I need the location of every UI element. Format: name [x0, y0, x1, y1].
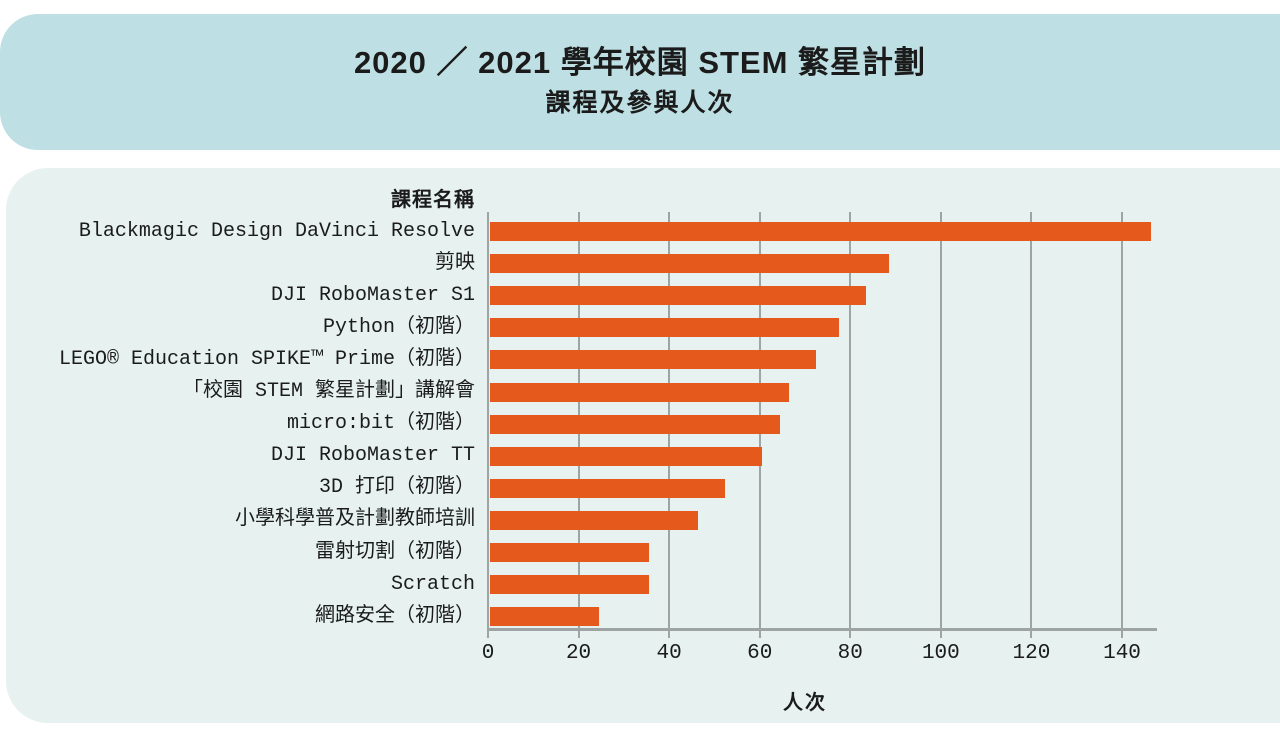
x-tick-label: 80 [837, 642, 863, 665]
category-label: 「校園 STEM 繁星計劃」講解會 [182, 380, 475, 403]
x-axis-line [488, 628, 1157, 631]
category-label: Blackmagic Design DaVinci Resolve [78, 219, 475, 243]
category-label: 3D 打印（初階） [318, 476, 475, 500]
x-tick-label: 100 [921, 642, 960, 665]
chart-title: 2020 ／ 2021 學年校園 STEM 繁星計劃 [353, 45, 927, 81]
category-label: Python（初階） [322, 315, 475, 339]
x-axis-title: 人次 [783, 692, 827, 714]
bar [490, 414, 780, 434]
category-label: 剪映 [435, 251, 475, 275]
category-label: 小學科學普及計劃教師培訓 [235, 508, 475, 532]
bar [490, 382, 789, 402]
category-label: DJI RoboMaster TT [270, 444, 475, 468]
bar [490, 575, 649, 595]
bar [490, 446, 762, 466]
category-label: DJI RoboMaster S1 [270, 283, 475, 307]
bar [490, 350, 816, 370]
x-tick-label: 60 [747, 642, 773, 665]
category-label: 網路安全（初階） [315, 604, 475, 628]
bar [490, 318, 839, 338]
category-label: micro:bit（初階） [286, 412, 475, 436]
bar [490, 510, 698, 530]
x-tick-label: 20 [565, 642, 592, 665]
category-label: Scratch [390, 572, 475, 596]
bar [490, 222, 1151, 241]
y-axis-header: 課程名稱 [391, 189, 475, 211]
x-tick-label: 140 [1103, 642, 1141, 665]
gridline [939, 212, 942, 638]
bar [490, 478, 725, 498]
gridline [1030, 212, 1033, 638]
x-tick-label: 120 [1012, 642, 1051, 665]
x-tick-label: 40 [656, 642, 682, 665]
bar [490, 607, 599, 627]
category-label: 雷射切割（初階） [315, 540, 475, 564]
category-label: LEGO® Education SPIKE™ Prime（初階） [58, 347, 475, 371]
title-band: 2020 ／ 2021 學年校園 STEM 繁星計劃 課程及參與人次 [0, 14, 1280, 150]
bar [490, 254, 889, 274]
bar [490, 543, 649, 562]
gridline [487, 212, 489, 638]
bar [490, 286, 866, 306]
chart-subtitle: 課程及參與人次 [545, 89, 735, 118]
gridline [849, 212, 852, 638]
x-tick-label: 0 [481, 642, 495, 665]
gridline [1121, 212, 1123, 638]
